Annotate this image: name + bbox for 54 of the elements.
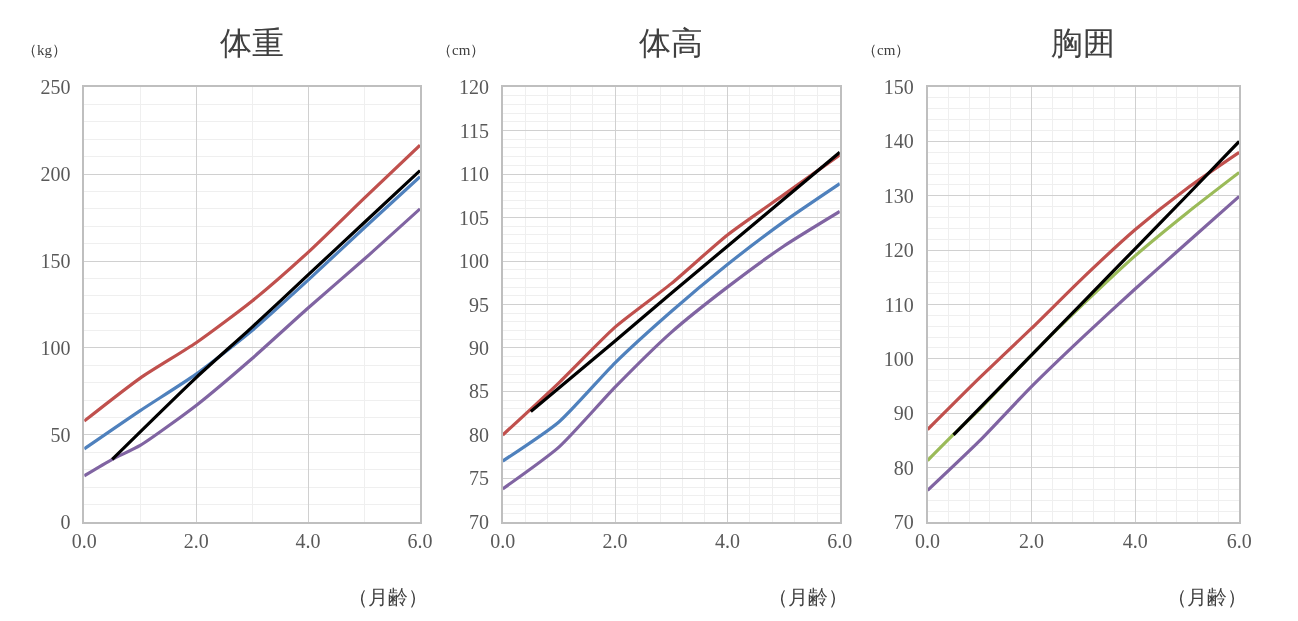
x-tick-label: 4.0 bbox=[295, 529, 321, 552]
y-tick-label: 100 bbox=[40, 336, 71, 359]
chart-title: 胸囲 bbox=[1051, 25, 1115, 61]
y-tick-label: 75 bbox=[468, 467, 489, 490]
line-series bbox=[84, 143, 421, 423]
line-series bbox=[502, 182, 840, 463]
x-tick-label: 4.0 bbox=[1122, 529, 1148, 552]
y-tick-label: 80 bbox=[468, 423, 489, 446]
y-tick-label: 70 bbox=[468, 510, 489, 533]
x-tick-label: 6.0 bbox=[1226, 529, 1252, 552]
y-tick-label: 90 bbox=[893, 402, 914, 425]
y-tick-label: 100 bbox=[883, 347, 914, 370]
y-tick-label: 50 bbox=[50, 423, 71, 446]
y-tick-label: 200 bbox=[40, 163, 71, 186]
x-axis-title: （月齢） bbox=[768, 586, 848, 608]
x-tick-label: 6.0 bbox=[407, 529, 433, 552]
x-tick-label: 6.0 bbox=[827, 529, 853, 552]
line-series bbox=[84, 207, 421, 478]
y-tick-label: 110 bbox=[884, 293, 914, 316]
y-tick-label: 90 bbox=[468, 336, 489, 359]
x-tick-label: 2.0 bbox=[602, 529, 628, 552]
y-axis-title: （cm） bbox=[437, 42, 486, 58]
y-tick-label: 85 bbox=[468, 380, 489, 403]
x-tick-label: 0.0 bbox=[71, 529, 97, 552]
y-tick-label: 105 bbox=[458, 206, 489, 229]
x-tick-label: 0.0 bbox=[915, 529, 941, 552]
y-tick-label: 120 bbox=[883, 239, 914, 262]
y-tick-label: 150 bbox=[40, 250, 71, 273]
y-tick-label: 80 bbox=[893, 456, 914, 479]
x-tick-label: 2.0 bbox=[183, 529, 209, 552]
y-tick-label: 130 bbox=[883, 184, 914, 207]
y-tick-label: 250 bbox=[40, 76, 71, 99]
y-tick-label: 110 bbox=[459, 163, 489, 186]
y-axis-title: （cm） bbox=[862, 42, 911, 58]
y-tick-label: 140 bbox=[883, 130, 914, 153]
y-tick-label: 150 bbox=[883, 76, 914, 99]
y-tick-label: 115 bbox=[459, 119, 489, 142]
y-tick-label: 95 bbox=[468, 293, 489, 316]
line-series bbox=[529, 150, 840, 414]
y-tick-label: 70 bbox=[893, 510, 914, 533]
y-axis-title: （kg） bbox=[22, 42, 67, 58]
chart-title: 体重 bbox=[220, 25, 284, 61]
chart-title: 体高 bbox=[639, 25, 703, 61]
y-tick-label: 120 bbox=[458, 76, 489, 99]
x-axis-title: （月齢） bbox=[1167, 586, 1247, 608]
y-tick-label: 0 bbox=[60, 510, 71, 533]
y-tick-label: 100 bbox=[458, 250, 489, 273]
line-series bbox=[502, 209, 840, 491]
x-axis-title: （月齢） bbox=[348, 586, 428, 608]
line-series bbox=[502, 153, 840, 437]
x-tick-label: 2.0 bbox=[1018, 529, 1044, 552]
x-tick-label: 0.0 bbox=[490, 529, 516, 552]
line-series bbox=[927, 194, 1240, 493]
x-tick-label: 4.0 bbox=[714, 529, 740, 552]
